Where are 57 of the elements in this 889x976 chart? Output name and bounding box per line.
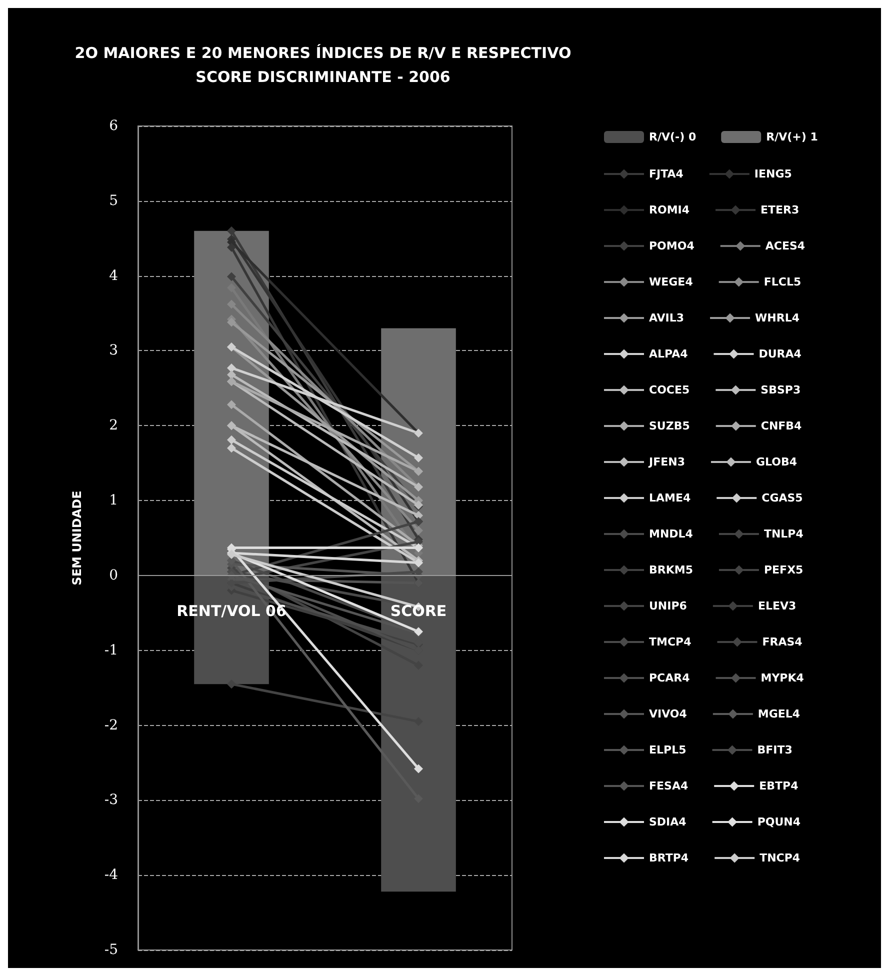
y-tick-label: 6 <box>109 118 118 134</box>
legend-label: ALPA4 <box>649 348 688 360</box>
legend-label: FRAS4 <box>762 636 803 648</box>
legend-label: GLOB4 <box>756 456 798 468</box>
legend-label: R/V(+) 1 <box>766 130 818 144</box>
legend-label: AVIL3 <box>649 312 684 324</box>
legend-label: SBSP3 <box>760 384 801 396</box>
legend-label: SUZB5 <box>649 420 690 432</box>
legend-label: JFEN3 <box>648 456 685 468</box>
legend-label: WHRL4 <box>755 312 800 324</box>
legend-label: TNCP4 <box>760 852 800 864</box>
chart-title: 2O MAIORES E 20 MENORES ÍNDICES DE R/V E RESPECTIVO SCORE DISCRIMINANTE - 2006 <box>74 44 572 86</box>
y-tick-label: -1 <box>104 642 118 658</box>
y-tick-label: 4 <box>109 268 118 284</box>
legend-label: UNIP6 <box>649 600 688 612</box>
legend-label: CGAS5 <box>762 492 803 504</box>
legend-label: ETER3 <box>760 204 800 216</box>
legend-label: COCE5 <box>649 384 690 396</box>
legend-label: BRTP4 <box>649 852 689 864</box>
legend-label: EBTP4 <box>759 780 799 792</box>
legend-label: MNDL4 <box>649 528 694 540</box>
legend-label: TNLP4 <box>764 528 804 540</box>
legend-label: PQUN4 <box>757 816 801 828</box>
legend-label: R/V(-) 0 <box>649 130 696 144</box>
y-tick-label: -2 <box>104 717 118 734</box>
y-tick-label: -3 <box>104 792 118 808</box>
legend-label: SDIA4 <box>649 816 687 828</box>
legend-label: ELPL5 <box>649 744 686 756</box>
legend-label: CNFB4 <box>760 420 802 432</box>
legend-label: IENG5 <box>754 168 792 180</box>
legend-label: LAME4 <box>649 492 691 504</box>
y-tick-label: 3 <box>109 342 118 359</box>
legend-label: WEGE4 <box>649 276 694 288</box>
legend-label: PEFX5 <box>764 564 804 576</box>
legend-label: VIVO4 <box>649 708 688 720</box>
legend-label: TMCP4 <box>649 636 692 648</box>
y-axis-title: SEM UNIDADE <box>70 490 84 586</box>
legend-label: POMO4 <box>649 240 695 252</box>
legend-label: ELEV3 <box>758 600 796 612</box>
legend-label: MGEL4 <box>758 708 800 720</box>
x-tick-label: SCORE <box>390 602 447 620</box>
legend-label: ROMI4 <box>649 204 690 216</box>
y-tick-label: 2 <box>109 418 118 434</box>
legend-label: FLCL5 <box>764 276 802 288</box>
legend-label: PCAR4 <box>649 672 690 684</box>
y-tick-label: 5 <box>109 192 118 209</box>
y-tick-label: 0 <box>109 567 118 584</box>
legend-label: DURA4 <box>758 348 802 360</box>
legend-label: BRKM5 <box>649 564 693 576</box>
y-tick-label: -5 <box>104 942 118 958</box>
legend-label: FJTA4 <box>649 168 684 180</box>
legend-label: FESA4 <box>649 780 688 792</box>
legend-label: MYPK4 <box>760 672 804 684</box>
y-tick-label: 1 <box>109 492 118 509</box>
y-tick-label: -4 <box>104 867 118 884</box>
legend-label: ACES4 <box>765 240 806 252</box>
legend-label: BFIT3 <box>757 744 792 756</box>
